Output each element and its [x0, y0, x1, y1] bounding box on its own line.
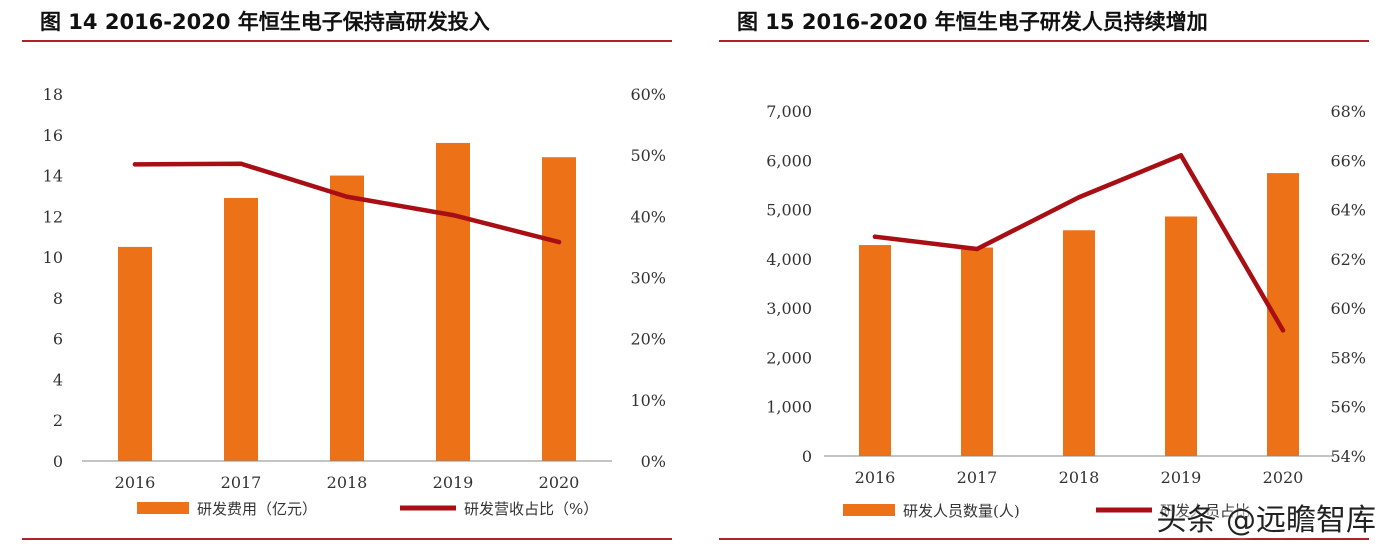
y-left-tick-label: 0: [53, 452, 63, 471]
chart-title: 图 15 2016-2020 年恒生电子研发人员持续增加: [737, 10, 1208, 34]
y-left-tick-label: 12: [43, 207, 63, 226]
legend-label: 研发人员数量(人): [903, 502, 1020, 520]
legend-bar-swatch: [843, 504, 895, 516]
watermark: 头条 @远瞻智库: [1156, 503, 1376, 538]
x-tick-label: 2019: [433, 473, 474, 492]
bar: [961, 247, 993, 456]
line-point: [132, 162, 138, 167]
y-left-tick-label: 8: [53, 289, 63, 308]
y-right-tick-label: 40%: [630, 207, 666, 226]
x-tick-label: 2018: [327, 473, 368, 492]
y-right-tick-label: 0%: [641, 452, 666, 471]
bar: [118, 246, 152, 461]
title-rule: [22, 40, 672, 42]
y-left-tick-label: 7,000: [766, 102, 812, 121]
y-left-tick-label: 18: [43, 85, 63, 104]
line-point: [1076, 195, 1082, 200]
y-right-tick-label: 60%: [1330, 299, 1366, 318]
bottom-rule: [22, 538, 672, 540]
bar: [436, 142, 470, 461]
chart-panel-right: 图 15 2016-2020 年恒生电子研发人员持续增加 0 1,000 2,000…: [697, 0, 1394, 549]
line-point: [1178, 153, 1184, 158]
x-tick-label: 2020: [539, 473, 580, 492]
chart-svg-left: 0 2 4 6 8 10 12 14 16 18 0% 10% 20% 30% 40% 50% 60% 2016 2…: [43, 85, 666, 518]
legend-label: 研发费用（亿元）: [197, 500, 317, 518]
y-left-tick-label: 10: [43, 248, 63, 267]
x-tick-label: 2016: [115, 473, 156, 492]
legend-label: 研发人员占比: [1160, 502, 1250, 520]
x-tick-label: 2017: [221, 473, 262, 492]
bar: [542, 157, 576, 461]
x-tick-label: 2020: [1263, 468, 1304, 487]
y-right-tick-label: 68%: [1330, 102, 1366, 121]
y-right-tick-label: 66%: [1330, 151, 1366, 170]
line-point: [556, 239, 562, 245]
x-tick-label: 2016: [855, 468, 896, 487]
y-right-tick-label: 62%: [1330, 250, 1366, 269]
y-left-tick-label: 4: [53, 370, 63, 389]
y-left-tick-label: 2: [53, 411, 63, 430]
line-point: [238, 161, 244, 166]
y-right-tick-label: 54%: [1330, 447, 1366, 466]
legend-label: 研发营收占比（%）: [464, 500, 598, 518]
y-right-tick-label: 20%: [630, 330, 666, 349]
y-right-tick-label: 60%: [630, 85, 666, 104]
y-left-tick-label: 6: [53, 330, 63, 349]
chart-title: 图 14 2016-2020 年恒生电子保持高研发投入: [40, 10, 490, 34]
chart-svg-right: 0 1,000 2,000 3,000 4,000 5,000 6,000 7,000 54% 5…: [766, 102, 1366, 520]
line-point: [344, 194, 350, 199]
bottom-rule: [719, 538, 1369, 540]
x-tick-label: 2018: [1059, 468, 1100, 487]
bar: [859, 245, 891, 456]
y-left-tick-label: 1,000: [766, 398, 812, 417]
line-point: [450, 212, 456, 218]
y-left-tick-label: 6,000: [766, 151, 812, 170]
y-right-tick-label: 50%: [630, 146, 666, 165]
y-left-tick-label: 4,000: [766, 250, 812, 269]
title-rule: [719, 40, 1369, 42]
y-left-tick-label: 0: [802, 447, 812, 466]
y-right-tick-label: 58%: [1330, 348, 1366, 367]
line-point: [974, 246, 980, 252]
line-point: [872, 234, 878, 239]
y-right-tick-label: 64%: [1330, 201, 1366, 220]
line-point: [1280, 328, 1286, 333]
y-left-tick-label: 16: [43, 126, 63, 145]
x-tick-label: 2017: [957, 468, 998, 487]
bar: [224, 197, 258, 461]
y-left-tick-label: 2,000: [766, 348, 812, 367]
y-right-tick-label: 56%: [1330, 398, 1366, 417]
bar: [330, 175, 364, 462]
chart-panel-left: 图 14 2016-2020 年恒生电子保持高研发投入 0 2 4 6 8 10 12 14 1…: [22, 10, 672, 540]
legend-bar-swatch: [137, 502, 189, 514]
bar: [1063, 230, 1095, 456]
y-left-tick-label: 5,000: [766, 201, 812, 220]
y-right-tick-label: 10%: [630, 391, 666, 410]
y-right-tick-label: 30%: [630, 269, 666, 288]
y-left-tick-label: 14: [43, 167, 63, 186]
y-left-tick-label: 3,000: [766, 299, 812, 318]
bar: [1165, 216, 1197, 456]
x-tick-label: 2019: [1161, 468, 1202, 487]
